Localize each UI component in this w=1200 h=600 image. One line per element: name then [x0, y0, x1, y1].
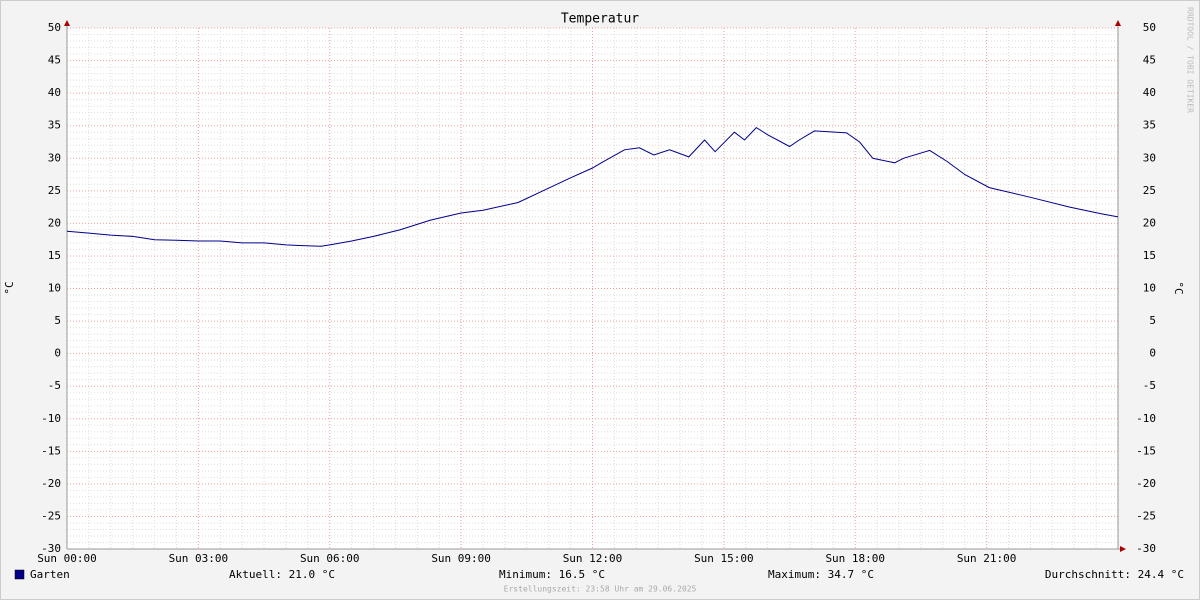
- stat: Aktuell: 21.0 °C: [229, 568, 335, 581]
- y2-tick-label: 35: [1143, 119, 1156, 132]
- y2-tick-label: -30: [1136, 542, 1156, 555]
- y2-tick-label: 5: [1149, 314, 1156, 327]
- x-tick-label: Sun 21:00: [957, 552, 1017, 565]
- y2-tick-label: 0: [1149, 347, 1156, 360]
- y-tick-label: 35: [48, 119, 61, 132]
- legend-label: Garten: [30, 568, 70, 581]
- stat: Maximum: 34.7 °C: [768, 568, 874, 581]
- y-tick-label: 15: [48, 249, 61, 262]
- y-tick-label: 45: [48, 54, 61, 67]
- y-tick-label: -30: [41, 542, 61, 555]
- x-tick-label: Sun 06:00: [300, 552, 360, 565]
- y-tick-label: 25: [48, 184, 61, 197]
- y-tick-label: -15: [41, 444, 61, 457]
- y-tick-label: 30: [48, 151, 61, 164]
- y-tick-label: 20: [48, 216, 61, 229]
- y2-tick-label: -15: [1136, 444, 1156, 457]
- x-tick-label: Sun 00:00: [37, 552, 97, 565]
- y-tick-label: 50: [48, 21, 61, 34]
- footnote: Erstellungszeit: 23:58 Uhr am 29.06.2025: [504, 585, 697, 594]
- y2-tick-label: 10: [1143, 282, 1156, 295]
- x-tick-label: Sun 15:00: [694, 552, 754, 565]
- y2-tick-label: 15: [1143, 249, 1156, 262]
- y-tick-label: -10: [41, 412, 61, 425]
- y-tick-label: -20: [41, 477, 61, 490]
- y-tick-label: -5: [48, 379, 61, 392]
- y-tick-label: -25: [41, 509, 61, 522]
- y2-tick-label: 40: [1143, 86, 1156, 99]
- y2-tick-label: 30: [1143, 151, 1156, 164]
- y-tick-label: 10: [48, 282, 61, 295]
- y2-tick-label: -10: [1136, 412, 1156, 425]
- watermark: RRDTOOL / TOBI OETIKER: [1186, 7, 1195, 113]
- y2-tick-label: -25: [1136, 509, 1156, 522]
- data-line: [66, 126, 1119, 247]
- arrow: [1115, 20, 1121, 26]
- arrow: [64, 20, 70, 26]
- x-tick-label: Sun 12:00: [563, 552, 623, 565]
- chart-title: Temperatur: [561, 12, 639, 27]
- y2-tick-label: 25: [1143, 184, 1156, 197]
- y-tick-label: 40: [48, 86, 61, 99]
- stat: Durchschnitt: 24.4 °C: [1045, 568, 1184, 581]
- y2-tick-label: 50: [1143, 21, 1156, 34]
- y-tick-label: 0: [54, 347, 61, 360]
- y2-tick-label: -5: [1143, 379, 1156, 392]
- arrow: [1120, 546, 1126, 552]
- x-tick-label: Sun 09:00: [431, 552, 491, 565]
- y2-tick-label: 20: [1143, 216, 1156, 229]
- x-tick-label: Sun 18:00: [825, 552, 885, 565]
- x-tick-label: Sun 03:00: [169, 552, 229, 565]
- stat: Minimum: 16.5 °C: [499, 568, 605, 581]
- y-axis-label: °C: [3, 281, 16, 294]
- y2-tick-label: -20: [1136, 477, 1156, 490]
- y-tick-label: 5: [54, 314, 61, 327]
- legend-swatch: [14, 569, 25, 580]
- y2-axis-label: °C: [1172, 281, 1185, 294]
- y2-tick-label: 45: [1143, 54, 1156, 67]
